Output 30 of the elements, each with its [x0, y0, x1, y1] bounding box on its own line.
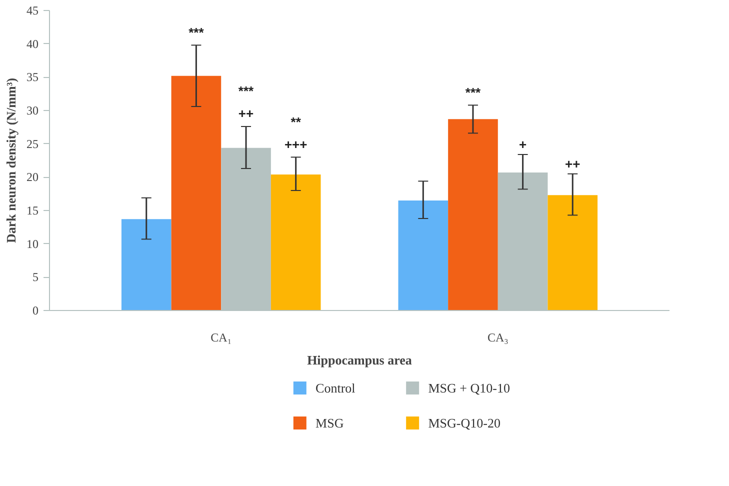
data-label: *** — [465, 84, 482, 100]
y-tick-label: 10 — [26, 236, 38, 251]
y-tick-label: 45 — [26, 4, 38, 18]
y-tick-label: 30 — [26, 104, 38, 118]
data-label: *** — [188, 24, 205, 40]
y-tick-label: 20 — [26, 170, 38, 184]
legend-label: MSG — [316, 416, 344, 430]
legend-label: Control — [316, 380, 356, 396]
bar — [171, 76, 222, 310]
data-label: + — [519, 137, 528, 152]
y-tick-label: 0 — [32, 304, 38, 318]
x-tick-label: CA₁ — [210, 330, 232, 344]
y-tick-label: 25 — [26, 136, 38, 151]
bar — [270, 174, 321, 310]
bar — [548, 195, 598, 310]
y-axis-title: Dark neuron density (N/mm³) — [4, 78, 18, 244]
x-tick-label: CA₃ — [487, 330, 508, 344]
legend-label: MSG + Q10-10 — [428, 380, 510, 396]
data-label: *** ++ — [238, 84, 255, 122]
data-label: ++ — [565, 156, 581, 172]
y-tick-label: 15 — [26, 204, 38, 218]
data-label: ** +++ — [284, 114, 308, 152]
y-tick-label: 40 — [26, 36, 38, 51]
y-tick-label: 35 — [26, 70, 38, 84]
x-axis-title: Hippocampus area — [307, 352, 412, 368]
legend-label: MSG-Q10-20 — [428, 416, 500, 430]
bar — [121, 219, 172, 310]
bar — [398, 200, 448, 310]
bar — [448, 119, 498, 310]
y-tick-label: 5 — [32, 270, 38, 284]
